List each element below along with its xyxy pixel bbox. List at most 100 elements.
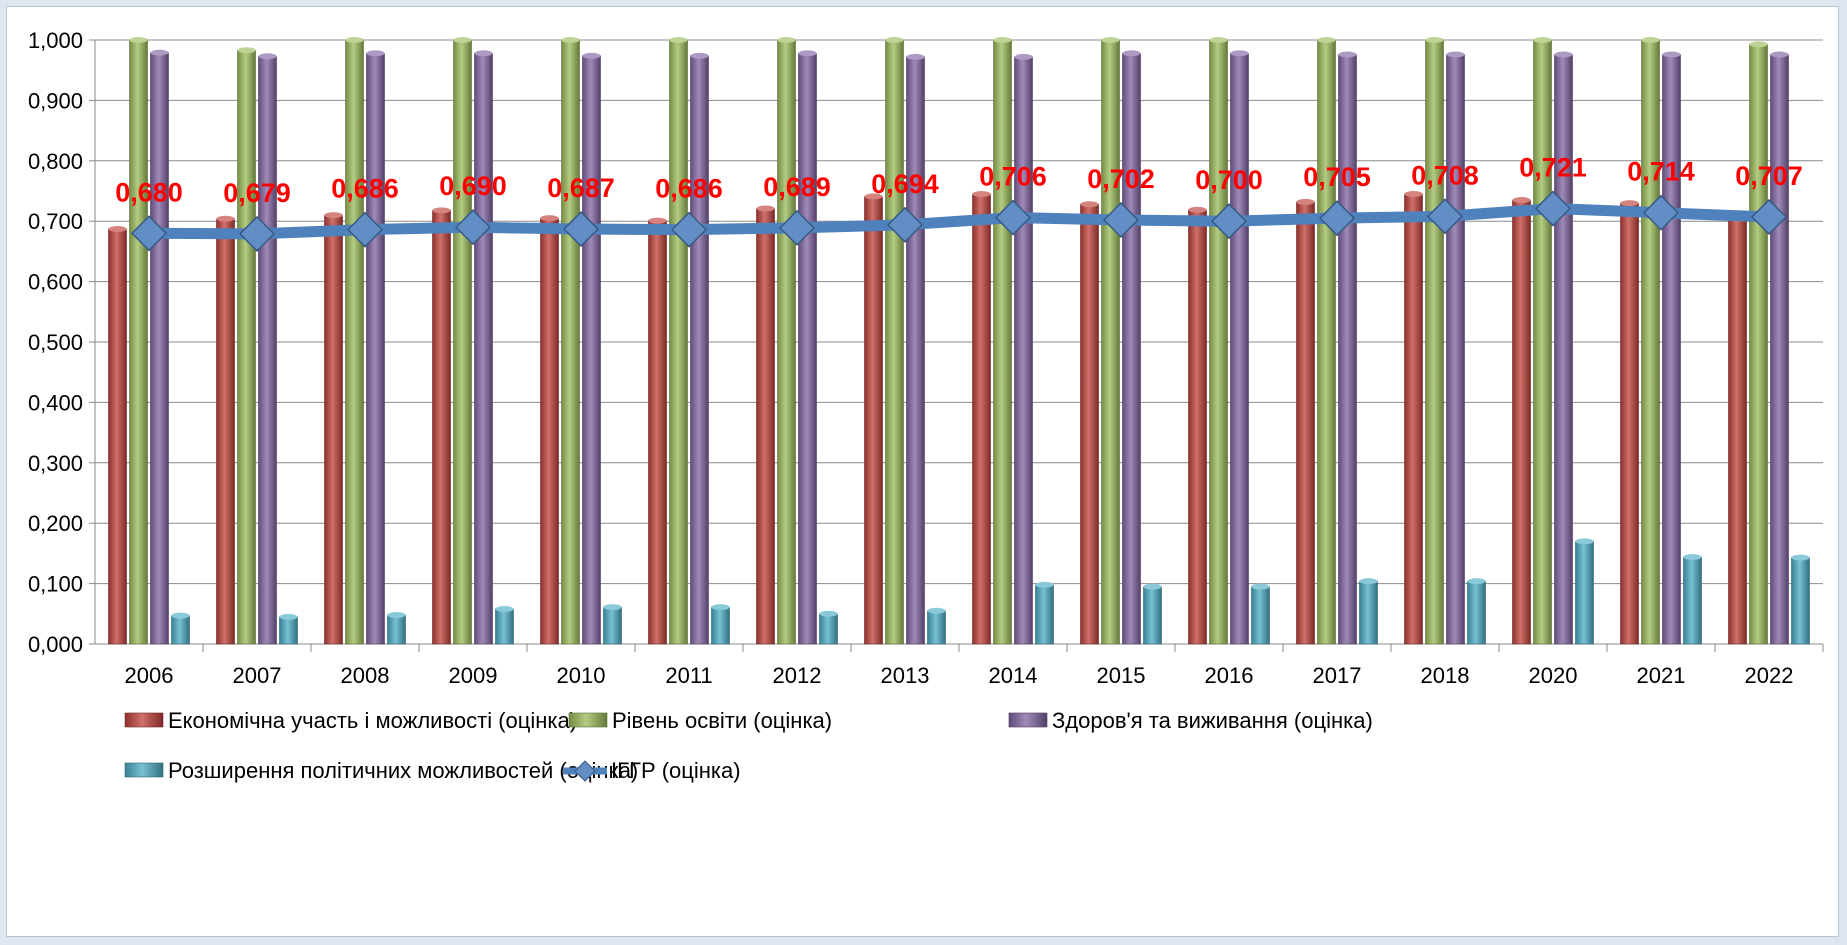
bar-top	[1749, 41, 1768, 48]
x-tick-label: 2011	[665, 663, 712, 688]
legend-label: Рівень освіти (оцінка)	[612, 708, 832, 733]
bar	[798, 52, 817, 645]
bar	[1014, 56, 1033, 645]
line-marker	[1642, 194, 1680, 231]
bar	[561, 39, 580, 645]
bar-top	[756, 205, 775, 212]
bar-top	[108, 226, 127, 233]
bar-top	[1533, 37, 1552, 43]
bar-top	[129, 37, 148, 43]
bar	[1101, 39, 1120, 645]
x-tick-label: 2006	[125, 663, 174, 688]
x-tick-label: 2016	[1205, 663, 1254, 688]
bar	[387, 614, 406, 645]
bar-top	[993, 37, 1012, 43]
bar-top	[237, 47, 256, 54]
bar-top	[453, 37, 472, 43]
bar-top	[1143, 583, 1162, 590]
legend-swatch	[124, 712, 164, 728]
bar-top	[885, 37, 904, 43]
line-marker	[1750, 198, 1788, 236]
data-label: 0,694	[871, 169, 939, 199]
bar	[1122, 52, 1141, 645]
data-label: 0,700	[1195, 165, 1263, 195]
bar	[1425, 39, 1444, 645]
data-label: 0,714	[1627, 157, 1695, 187]
x-tick-label: 2007	[233, 663, 282, 688]
bar-top	[366, 50, 385, 57]
bar	[1296, 201, 1315, 645]
bar-top	[1404, 191, 1423, 198]
bar-top	[927, 607, 946, 614]
data-label: 0,686	[331, 174, 399, 204]
bar-top	[1791, 554, 1810, 561]
line-marker	[238, 215, 276, 252]
bar	[171, 615, 190, 645]
line-marker	[1210, 203, 1248, 240]
bar-top	[777, 37, 796, 43]
legend-swatch	[1008, 712, 1048, 728]
bar	[885, 39, 904, 645]
legend-swatch-marker	[574, 760, 596, 782]
bar	[279, 616, 298, 645]
line-marker	[670, 211, 708, 248]
chart-svg: 0,000 0,100 0,200 0,300 0,400 0,500 0,600 0,700…	[28, 28, 1824, 783]
bar	[669, 39, 688, 645]
line-marker	[994, 199, 1032, 236]
bar	[1533, 39, 1552, 645]
bar	[711, 606, 730, 645]
bar	[453, 39, 472, 645]
bar-top	[432, 207, 451, 214]
x-tick-label: 2010	[557, 663, 606, 688]
bar	[1467, 580, 1486, 645]
y-tick-label: 0,200	[28, 511, 83, 536]
bar	[324, 214, 343, 645]
bar-top	[279, 613, 298, 620]
bar-top	[1662, 51, 1681, 58]
y-tick-label: 0,100	[28, 572, 83, 597]
bar-top	[819, 610, 838, 617]
bar-top	[495, 605, 514, 612]
legend-swatch	[568, 712, 608, 728]
bar	[108, 228, 127, 645]
legend-label: Здоров'я та виживання (оцінка)	[1052, 708, 1373, 733]
bar-top	[1359, 578, 1378, 585]
data-label: 0,679	[223, 178, 291, 208]
x-tick-label: 2020	[1529, 663, 1578, 688]
bar-top	[1683, 554, 1702, 561]
y-tick-label: 0,700	[28, 209, 83, 234]
bar	[1641, 39, 1660, 645]
bar-top	[1620, 200, 1639, 207]
bar-top	[1512, 197, 1531, 204]
bar	[1749, 43, 1768, 645]
chart-frame: 0,000 0,100 0,200 0,300 0,400 0,500 0,600 0,700…	[6, 6, 1839, 937]
bar-top	[1101, 37, 1120, 43]
bar	[495, 608, 514, 645]
series-line	[143, 203, 1775, 240]
x-tick-label: 2022	[1745, 663, 1794, 688]
x-tick-label: 2015	[1097, 663, 1146, 688]
bar	[237, 49, 256, 645]
legend-label: ІГГР (оцінка)	[611, 758, 741, 783]
bar	[1359, 580, 1378, 645]
bar	[474, 52, 493, 645]
bar-top	[345, 37, 364, 43]
bar	[1317, 39, 1336, 645]
bar	[432, 210, 451, 645]
bar	[1143, 586, 1162, 645]
legend-label: Економічна участь і можливості (оцінка)	[168, 708, 577, 733]
y-tick-label: 0,600	[28, 270, 83, 295]
x-tick-label: 2009	[449, 663, 498, 688]
bar	[1404, 193, 1423, 645]
data-label: 0,680	[115, 177, 183, 207]
bar-top	[474, 50, 493, 57]
bar-top	[603, 604, 622, 611]
data-label: 0,689	[763, 172, 831, 202]
bar-top	[1446, 51, 1465, 58]
data-label: 0,707	[1735, 161, 1803, 191]
line-marker	[886, 206, 924, 243]
bar	[1230, 52, 1249, 645]
bar-top	[1467, 578, 1486, 585]
bar	[1683, 556, 1702, 645]
bar-top	[711, 604, 730, 611]
